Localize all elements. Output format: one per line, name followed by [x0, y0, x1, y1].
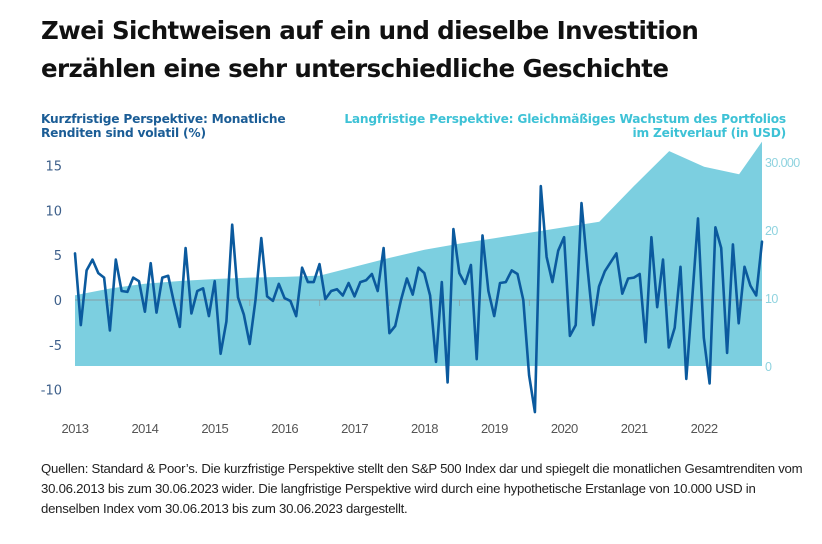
portfolio-area-layer — [75, 141, 762, 366]
x-axis-ticks: 2013 2014 2015 2016 2017 2018 2019 2020 2021 2022 — [62, 421, 719, 436]
left-tick-label: -5 — [49, 339, 62, 354]
x-tick-label: 2017 — [341, 421, 368, 436]
left-series-label: Kurzfristige Perspektive: Monatliche Ren… — [41, 112, 286, 140]
returns-line-layer — [73, 184, 764, 414]
right-axis-ticks: 30.000 20 10 0 — [765, 156, 801, 374]
x-tick-label: 2018 — [411, 421, 438, 436]
x-tick-label: 2021 — [621, 421, 648, 436]
left-tick-label: 15 — [45, 159, 62, 174]
left-tick-label: -10 — [41, 384, 62, 399]
x-tick-label: 2015 — [201, 421, 228, 436]
right-series-label: Langfristige Perspektive: Gleichmäßiges … — [344, 112, 786, 140]
x-tick-label: 2014 — [131, 421, 158, 436]
source-note: Quellen: Standard & Poor’s. Die kurzfris… — [41, 461, 803, 516]
left-axis-ticks: 15 10 5 0 -5 -10 — [41, 159, 62, 398]
x-tick-label: 2016 — [271, 421, 298, 436]
right-tick-label: 0 — [765, 360, 772, 374]
left-tick-label: 0 — [54, 294, 62, 309]
x-tick-label: 2022 — [691, 421, 718, 436]
x-tick-label: 2013 — [62, 421, 89, 436]
right-tick-label: 10 — [765, 292, 778, 306]
portfolio-area — [75, 141, 762, 366]
left-tick-label: 5 — [54, 249, 62, 264]
chart-title: Zwei Sichtweisen auf ein und dieselbe In… — [41, 16, 699, 83]
returns-line — [73, 184, 764, 414]
right-tick-label: 20 — [765, 224, 778, 238]
x-tick-label: 2019 — [481, 421, 508, 436]
left-tick-label: 10 — [45, 204, 62, 219]
right-tick-label: 30.000 — [765, 156, 800, 170]
x-tick-label: 2020 — [551, 421, 578, 436]
